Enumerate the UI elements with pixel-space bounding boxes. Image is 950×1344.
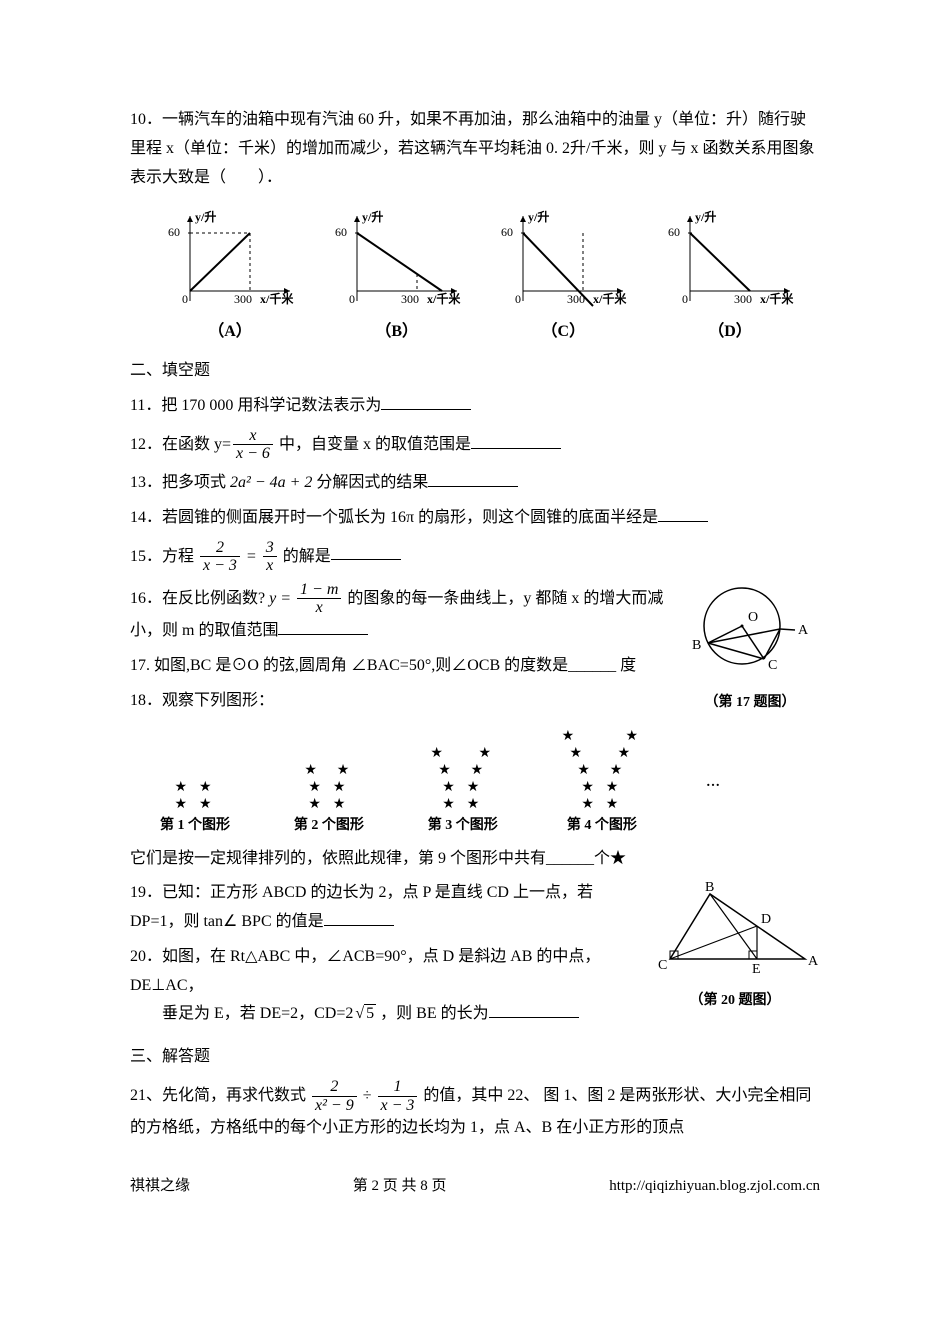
q14: 14．若圆锥的侧面展开时一个弧长为 16π 的扇形，则这个圆锥的底面半经是: [130, 504, 820, 533]
svg-text:0: 0: [515, 292, 521, 306]
footer-right: http://qiqizhiyuan.blog.zjol.com.cn: [609, 1173, 820, 1200]
svg-text:C: C: [658, 958, 667, 973]
svg-text:60: 60: [168, 225, 180, 239]
svg-text:0: 0: [349, 292, 355, 306]
svg-text:60: 60: [335, 225, 347, 239]
q10-graph-a: y/升 60 0 300 x/千米: [160, 206, 300, 316]
section-2-heading: 二、填空题: [130, 357, 820, 386]
pattern-3: ★ ★★ ★★ ★★ ★ 第 3 个图形: [428, 744, 498, 838]
svg-text:0: 0: [682, 292, 688, 306]
q10-opt-b: y/升 60 0 300 x/千米 （B）: [327, 206, 467, 347]
svg-text:y/升: y/升: [528, 209, 549, 224]
q10-opt-c-label: （C）: [493, 318, 633, 347]
q13: 13．把多项式 2a² − 4a + 2 分解因式的结果: [130, 469, 820, 498]
q16-blank: [278, 618, 368, 635]
q10-opt-d-label: （D）: [660, 318, 800, 347]
svg-text:300: 300: [567, 292, 585, 306]
q11: 11．把 170 000 用科学记数法表示为: [130, 392, 820, 421]
q17-figure: O A B C （第 17 题图）: [680, 581, 820, 715]
q10-graph-d: y/升 60 0 300 x/千米: [660, 206, 800, 316]
svg-text:B: B: [705, 880, 714, 895]
svg-text:y/升: y/升: [695, 209, 716, 224]
q10-opt-c: y/升 60 0 300 x/千米 （C）: [493, 206, 633, 347]
q12-blank: [471, 432, 561, 449]
footer-mid: 第 2 页 共 8 页: [353, 1173, 447, 1200]
q15: 15．方程 2x − 3 = 3x 的解是: [130, 539, 820, 575]
q10-text: 10．一辆汽车的油箱中现有汽油 60 升，如果不再加油，那么油箱中的油量 y（单…: [130, 106, 820, 192]
q10-graph-b: y/升 60 0 300 x/千米: [327, 206, 467, 316]
q11-blank: [381, 393, 471, 410]
svg-text:E: E: [752, 962, 761, 977]
footer-left: 祺祺之缘: [130, 1173, 190, 1200]
q20-caption: （第 20 题图）: [650, 988, 820, 1013]
q10-opt-a: y/升 60 0 300 x/千米 （A）: [160, 206, 300, 347]
pattern-1: ★ ★★ ★ 第 1 个图形: [160, 778, 230, 839]
q10-options: y/升 60 0 300 x/千米 （A） y/升 60 0 300 x/千米: [160, 206, 800, 347]
q21: 21、先化简，再求代数式 2x² − 9 ÷ 1x − 3 的值，其中 22、 …: [130, 1078, 820, 1143]
svg-text:B: B: [692, 638, 701, 653]
svg-text:x/千米: x/千米: [260, 291, 294, 306]
q17-caption: （第 17 题图）: [680, 690, 820, 715]
triangle-diagram: B C D E A: [650, 879, 820, 979]
q18-patterns: ★ ★★ ★ 第 1 个图形 ★ ★★ ★★ ★ 第 2 个图形 ★ ★★ ★★…: [160, 727, 720, 838]
q14-blank: [658, 505, 708, 522]
svg-text:300: 300: [401, 292, 419, 306]
svg-text:C: C: [768, 658, 777, 673]
q10-opt-d: y/升 60 0 300 x/千米 （D）: [660, 206, 800, 347]
q10-graph-c: y/升 60 0 300 x/千米: [493, 206, 633, 316]
svg-text:A: A: [798, 623, 809, 638]
pattern-4: ★ ★★ ★★ ★★ ★★ ★ 第 4 个图形: [562, 727, 642, 838]
svg-text:y/升: y/升: [195, 209, 216, 224]
svg-text:60: 60: [668, 225, 680, 239]
svg-text:O: O: [748, 610, 758, 625]
svg-text:60: 60: [501, 225, 513, 239]
svg-text:300: 300: [234, 292, 252, 306]
pattern-2: ★ ★★ ★★ ★ 第 2 个图形: [294, 761, 364, 839]
q20-figure: B C D E A （第 20 题图）: [650, 879, 820, 1013]
section-3-heading: 三、解答题: [130, 1043, 820, 1072]
svg-text:300: 300: [734, 292, 752, 306]
q18b: 它们是按一定规律排列的，依照此规律，第 9 个图形中共有______个★: [130, 845, 820, 874]
svg-text:x/千米: x/千米: [427, 291, 461, 306]
svg-text:D: D: [761, 912, 771, 927]
page-footer: 祺祺之缘 第 2 页 共 8 页 http://qiqizhiyuan.blog…: [130, 1173, 820, 1200]
q15-blank: [331, 543, 401, 560]
pattern-dots: …: [706, 770, 720, 795]
q10-opt-a-label: （A）: [160, 318, 300, 347]
q10-opt-b-label: （B）: [327, 318, 467, 347]
q19-blank: [324, 909, 394, 926]
q13-blank: [428, 470, 518, 487]
svg-text:0: 0: [182, 292, 188, 306]
svg-text:A: A: [808, 954, 819, 969]
svg-text:x/千米: x/千米: [760, 291, 794, 306]
circle-diagram: O A B C: [680, 581, 820, 681]
svg-text:x/千米: x/千米: [593, 291, 627, 306]
svg-text:y/升: y/升: [362, 209, 383, 224]
q12: 12．在函数 y=xx − 6 中，自变量 x 的取值范围是: [130, 427, 820, 463]
q20-blank: [489, 1001, 579, 1018]
